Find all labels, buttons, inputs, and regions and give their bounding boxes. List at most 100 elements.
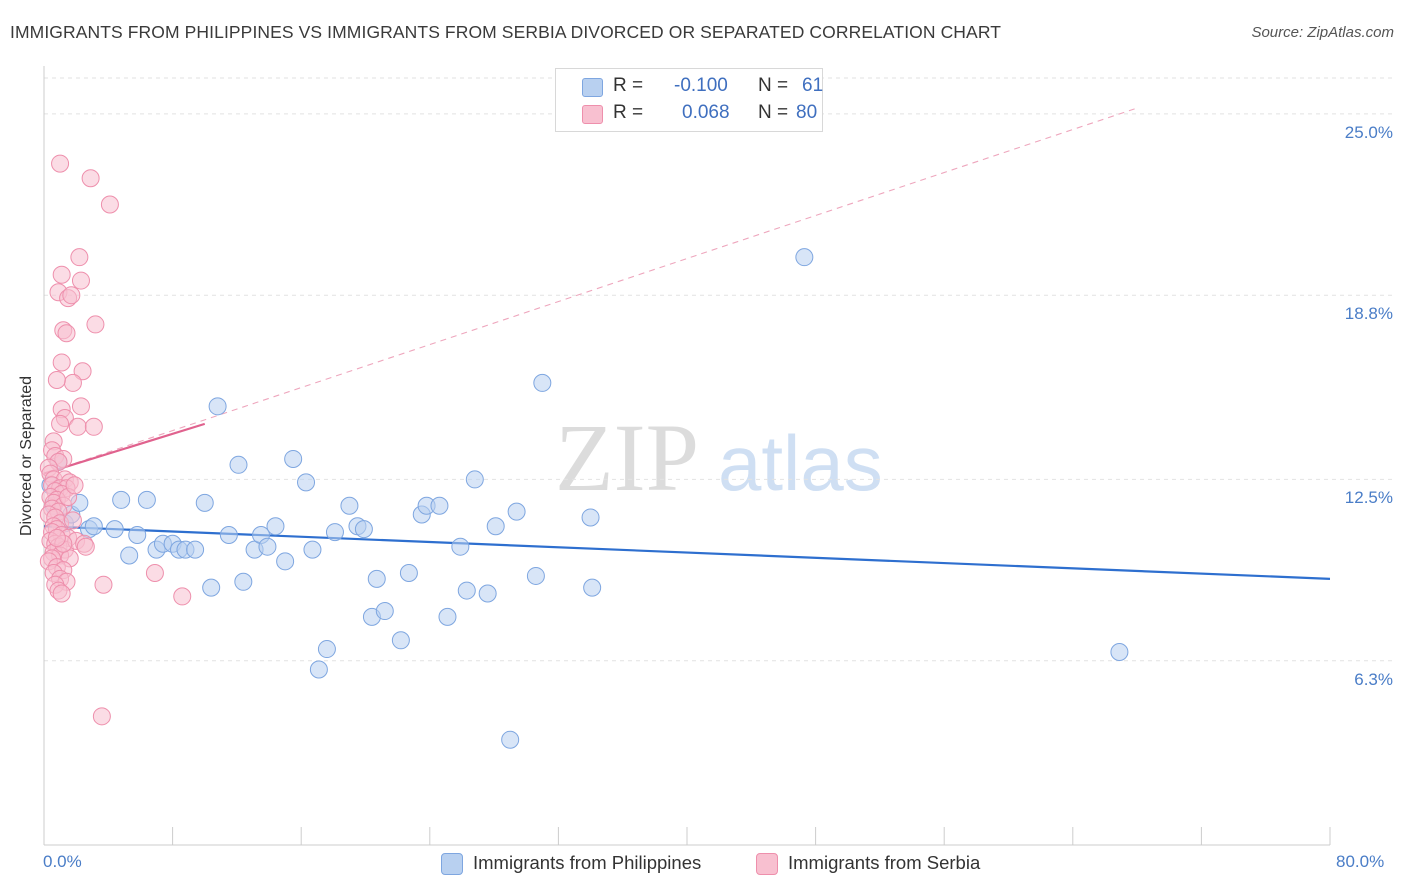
y-tick-label: 25.0% <box>1344 122 1393 142</box>
legend-n-value: 61 <box>802 75 824 96</box>
philippines-point <box>120 546 139 565</box>
serbia-point <box>62 286 81 305</box>
serbia-point <box>70 248 89 267</box>
legend-swatch-philippines <box>582 78 603 97</box>
philippines-point <box>128 526 147 544</box>
serbia-point <box>81 169 100 188</box>
philippines-point <box>1110 642 1129 661</box>
philippines-point <box>354 520 373 539</box>
bottom-legend-label: Immigrants from Serbia <box>788 852 981 873</box>
serbia-point <box>47 371 66 389</box>
serbia-point <box>68 417 87 436</box>
philippines-point <box>258 537 277 556</box>
legend-n-label: N = <box>758 102 789 123</box>
philippines-point <box>309 660 328 679</box>
serbia-point <box>92 707 111 726</box>
philippines-point <box>137 490 156 509</box>
philippines-point <box>367 569 386 588</box>
serbia-point <box>71 271 90 290</box>
y-tick-label: 6.3% <box>1354 669 1393 689</box>
philippines-point <box>202 578 221 597</box>
serbia-point <box>73 362 92 381</box>
zipatlas-watermark: ZIP atlas <box>555 404 883 511</box>
legend-r-label: R = <box>613 75 644 96</box>
philippines-point <box>276 552 295 571</box>
serbia-point <box>71 397 90 416</box>
philippines-point <box>526 566 545 585</box>
philippines-point <box>501 730 520 749</box>
philippines-point <box>457 581 476 600</box>
philippines-point <box>325 523 344 542</box>
serbia-point <box>86 315 105 334</box>
philippines-point <box>195 493 214 512</box>
bottom-legend-swatch-serbia <box>756 853 778 875</box>
philippines-point <box>430 496 449 515</box>
serbia-points <box>39 154 192 726</box>
legend-n-value: 80 <box>796 102 818 123</box>
serbia-point <box>47 528 66 547</box>
philippines-point <box>451 537 470 556</box>
philippines-point <box>284 449 303 468</box>
serbia-trend-extension <box>43 107 1138 475</box>
philippines-point <box>208 397 227 416</box>
philippines-point <box>399 564 418 583</box>
legend-n-label: N = <box>758 75 789 96</box>
philippines-point <box>317 640 336 659</box>
chart-title: IMMIGRANTS FROM PHILIPPINES VS IMMIGRANT… <box>10 22 1002 42</box>
serbia-point <box>63 373 82 392</box>
philippines-point <box>105 520 124 539</box>
philippines-point <box>583 578 602 597</box>
serbia-point <box>52 353 71 372</box>
philippines-point <box>486 517 505 536</box>
legend-r-label: R = <box>613 102 644 123</box>
philippines-point <box>234 572 253 591</box>
philippines-points <box>41 248 1129 749</box>
y-tick-label: 12.5% <box>1344 488 1393 508</box>
philippines-point <box>112 490 131 509</box>
philippines-point <box>84 517 103 536</box>
watermark-zip: ZIP <box>555 404 699 511</box>
y-tick-label: 18.8% <box>1344 304 1393 324</box>
serbia-point <box>145 564 164 583</box>
philippines-point <box>375 602 394 621</box>
legend-r-value: -0.100 <box>674 75 728 96</box>
serbia-point <box>65 476 84 495</box>
bottom-legend-label: Immigrants from Philippines <box>473 852 702 873</box>
legend-swatch-serbia <box>582 105 603 124</box>
serbia-point <box>51 154 70 173</box>
philippines-point <box>533 373 552 392</box>
philippines-point <box>438 607 457 626</box>
philippines-point <box>478 584 497 603</box>
philippines-point <box>581 508 600 527</box>
philippines-point <box>186 540 205 559</box>
serbia-point <box>52 584 71 603</box>
philippines-point <box>229 455 248 474</box>
philippines-point <box>795 248 814 267</box>
legend-r-value: 0.068 <box>682 102 730 123</box>
serbia-point <box>173 587 192 606</box>
serbia-point <box>76 537 95 556</box>
philippines-point <box>219 526 238 544</box>
serbia-trend-line <box>43 422 206 475</box>
source-credit: Source: ZipAtlas.com <box>1251 24 1394 41</box>
philippines-point <box>340 496 359 515</box>
philippines-point <box>465 470 484 489</box>
philippines-point <box>303 540 322 559</box>
x-tick-max: 80.0% <box>1336 852 1385 871</box>
serbia-point <box>63 511 82 530</box>
bottom-legend-swatch-philippines <box>441 853 463 875</box>
x-tick-min: 0.0% <box>43 852 82 871</box>
philippines-point <box>266 517 285 536</box>
serbia-point <box>57 324 76 343</box>
philippines-point <box>297 473 316 492</box>
serbia-point <box>94 575 113 594</box>
correlation-legend: R = -0.100 N = 61 R = 0.068 N = 80 <box>555 68 823 132</box>
philippines-point <box>391 631 410 650</box>
philippines-point <box>507 502 526 521</box>
axes <box>43 66 1331 846</box>
serbia-point <box>84 417 103 436</box>
serbia-point <box>52 265 71 284</box>
serbia-point <box>100 195 119 214</box>
serbia-point <box>51 414 70 433</box>
